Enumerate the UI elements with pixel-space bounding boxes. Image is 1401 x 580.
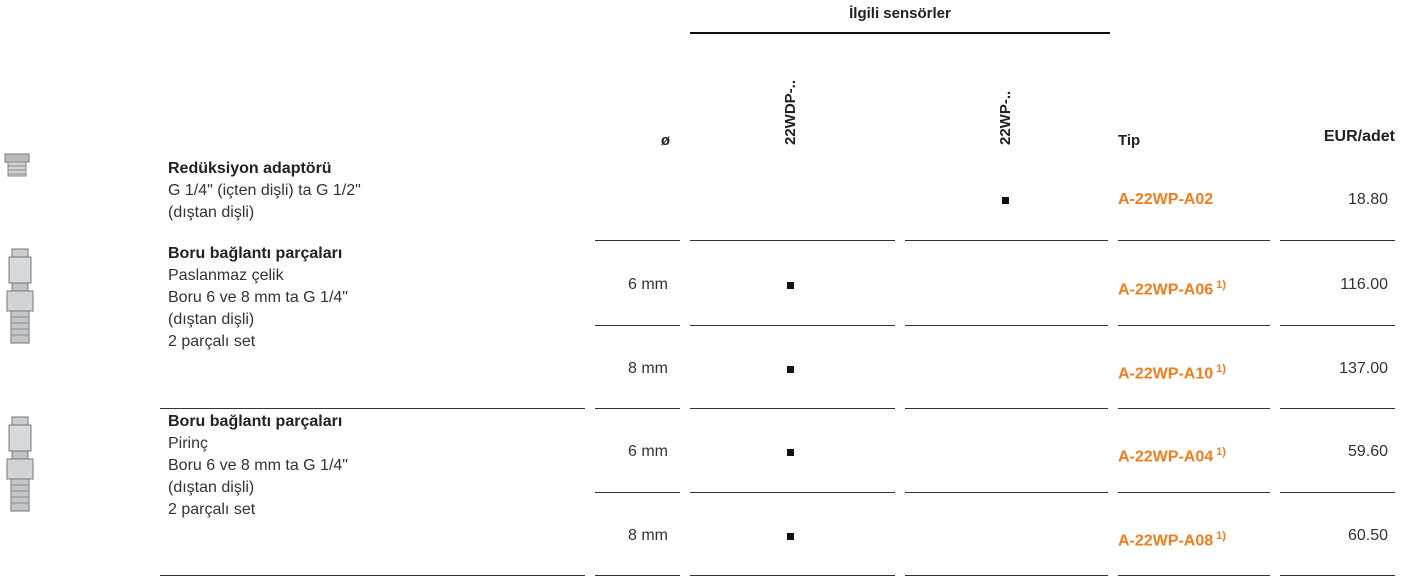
row-rule	[1118, 408, 1270, 409]
row-rule	[690, 240, 895, 241]
row-rule	[595, 575, 680, 576]
sensor-1-mark	[787, 281, 794, 289]
product-description: G 1/4" (içten dişli) ta G 1/2"	[168, 182, 361, 199]
type-header: Tip	[1118, 132, 1141, 149]
sensor-1-mark	[787, 532, 794, 540]
row-rule	[1280, 492, 1395, 493]
type-code: A-22WP-A02	[1118, 189, 1213, 211]
row-rule	[905, 575, 1108, 576]
row-rule	[690, 408, 895, 409]
row-rule	[160, 408, 585, 409]
row-rule	[905, 408, 1108, 409]
row-rule	[690, 575, 895, 576]
product-description: (dıştan dişli)	[168, 311, 255, 328]
product-name: Boru bağlantı parçaları	[168, 245, 343, 262]
row-rule	[1280, 575, 1395, 576]
price: 60.50	[1347, 526, 1388, 544]
steel-fitting-image	[6, 248, 34, 344]
price: 18.80	[1347, 190, 1388, 208]
price-header: EUR/adet	[1323, 128, 1395, 145]
row-rule	[1118, 492, 1270, 493]
diameter-header: ø	[660, 132, 670, 149]
type-code: A-22WP-A04 1)	[1118, 441, 1226, 468]
footnote: 1)	[1216, 529, 1226, 542]
price: 116.00	[1340, 275, 1388, 293]
group-title: İlgili sensörler	[849, 5, 951, 22]
type-code: A-22WP-A08 1)	[1118, 525, 1226, 552]
diameter: 8 mm	[628, 526, 668, 544]
diameter: 6 mm	[628, 443, 668, 460]
product-description: Pirinç	[168, 435, 209, 452]
row-rule	[595, 325, 680, 326]
sensor-1-header: 22WDP-..	[782, 79, 799, 145]
diameter: 6 mm	[628, 275, 668, 293]
sensor-1-mark	[787, 449, 794, 456]
sensor-2-mark	[1002, 196, 1009, 204]
product-description: Boru 6 ve 8 mm ta G 1/4"	[168, 457, 348, 474]
row-rule	[905, 240, 1108, 241]
product-description: 2 parçalı set	[168, 501, 256, 518]
product-description: Paslanmaz çelik	[168, 267, 284, 284]
product-name: Boru bağlantı parçaları	[168, 413, 343, 430]
adapter-image	[4, 153, 30, 177]
row-rule	[690, 492, 895, 493]
product-description: (dıştan dişli)	[168, 479, 255, 496]
footnote: 1)	[1216, 362, 1226, 375]
brass-fitting-image	[6, 416, 34, 512]
type-code: A-22WP-A10 1)	[1118, 358, 1226, 385]
type-code-text: A-22WP-A02	[1118, 190, 1214, 208]
row-rule	[1118, 240, 1270, 241]
row-rule	[595, 408, 680, 409]
product-name: Redüksiyon adaptörü	[168, 160, 332, 177]
row-rule	[595, 240, 680, 241]
price: 59.60	[1347, 443, 1388, 460]
product-description: 2 parçalı set	[168, 333, 256, 350]
type-code-text: A-22WP-A10	[1118, 364, 1214, 382]
footnote: 1)	[1216, 446, 1226, 458]
row-rule	[595, 492, 680, 493]
type-code-text: A-22WP-A08	[1118, 531, 1214, 549]
type-code: A-22WP-A06 1)	[1118, 274, 1226, 301]
type-code-text: A-22WP-A04	[1118, 448, 1214, 466]
product-description: Boru 6 ve 8 mm ta G 1/4"	[168, 289, 348, 306]
row-rule	[1280, 325, 1395, 326]
sensor-1-mark	[787, 365, 794, 373]
row-rule	[1118, 575, 1270, 576]
row-rule	[1280, 408, 1395, 409]
type-code-text: A-22WP-A06	[1118, 280, 1214, 298]
footnote: 1)	[1216, 278, 1226, 291]
row-rule	[160, 575, 585, 576]
row-rule	[1280, 240, 1395, 241]
price: 137.00	[1339, 359, 1388, 377]
group-rule	[690, 32, 1110, 34]
product-description: (dıştan dişli)	[168, 204, 255, 221]
row-rule	[905, 492, 1108, 493]
row-rule	[1118, 325, 1270, 326]
diameter: 8 mm	[628, 359, 668, 377]
sensor-2-header: 22WP-..	[997, 90, 1014, 145]
row-rule	[690, 325, 895, 326]
row-rule	[905, 325, 1108, 326]
